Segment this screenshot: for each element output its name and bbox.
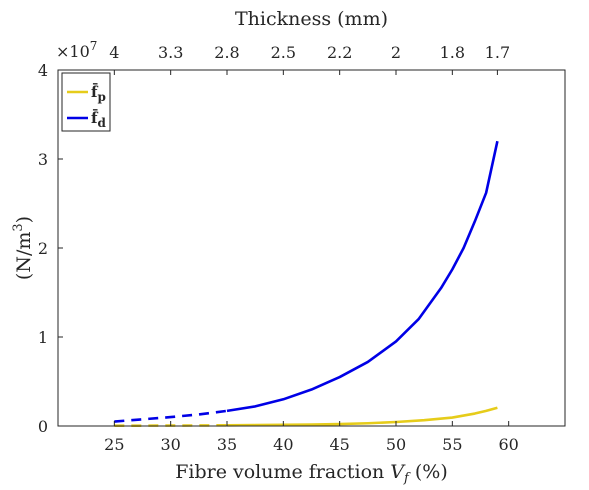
y-axis-label-close: ) — [13, 216, 35, 223]
series-d-solid-line — [226, 140, 499, 413]
top-tick-label: 3.3 — [158, 43, 183, 62]
x-tick-label: 60 — [498, 435, 518, 454]
y-multiplier-exponent: 7 — [90, 39, 98, 53]
y-tick-label: 3 — [38, 150, 48, 169]
x-tick-label: 35 — [217, 435, 237, 454]
plot-area — [57, 69, 566, 428]
y-axis-title: (N/m3) — [11, 216, 35, 280]
series-p-solid-line — [226, 406, 498, 427]
top-tick-label: 1.8 — [440, 43, 465, 62]
x-axis-variable-subscript: f — [403, 471, 411, 486]
x-tick-label: 45 — [329, 435, 349, 454]
series-d-dashed-line — [114, 409, 228, 423]
x-axis-title: Fibre volume fraction Vf (%) — [175, 461, 448, 486]
y-multiplier-base: ×10 — [56, 42, 90, 61]
x-tick-label: 30 — [160, 435, 180, 454]
x-axis-label-text: Fibre volume fraction — [175, 461, 384, 483]
y-tick-label: 0 — [38, 417, 48, 436]
x-tick-label: 50 — [386, 435, 406, 454]
x-axis-unit: (%) — [415, 461, 448, 483]
x-tick-label: 25 — [104, 435, 124, 454]
x-tick-label: 40 — [273, 435, 293, 454]
ticks-layer: 25 30 35 40 45 50 55 60 0 1 2 3 4 4 3.3 2.8 2.5 2.2 2 1.8 1.… — [38, 43, 519, 454]
legend-box — [61, 72, 111, 132]
top-axis-title: Thickness (mm) — [235, 8, 388, 30]
y-axis-label-superscript: 3 — [11, 223, 26, 231]
top-tick-label: 1.7 — [485, 43, 510, 62]
y-axis-label-text: (N/m — [13, 232, 35, 280]
y-tick-label: 4 — [38, 61, 48, 80]
x-axis-variable: V — [390, 461, 406, 483]
legend: f̄p f̄d — [61, 72, 111, 132]
top-tick-label: 2.5 — [271, 43, 296, 62]
top-tick-label: 4 — [109, 43, 119, 62]
top-tick-label: 2.2 — [327, 43, 352, 62]
x-tick-label: 55 — [442, 435, 462, 454]
top-tick-label: 2 — [391, 43, 401, 62]
y-axis-multiplier: ×107 — [56, 39, 97, 61]
top-tick-label: 2.8 — [214, 43, 239, 62]
y-tick-label: 1 — [38, 328, 48, 347]
y-tick-label: 2 — [38, 239, 48, 258]
legend-label-d: f̄d — [91, 108, 106, 130]
legend-label-p: f̄p — [91, 82, 106, 104]
plot-background — [58, 70, 565, 426]
legend-items: f̄p f̄d — [67, 82, 106, 130]
